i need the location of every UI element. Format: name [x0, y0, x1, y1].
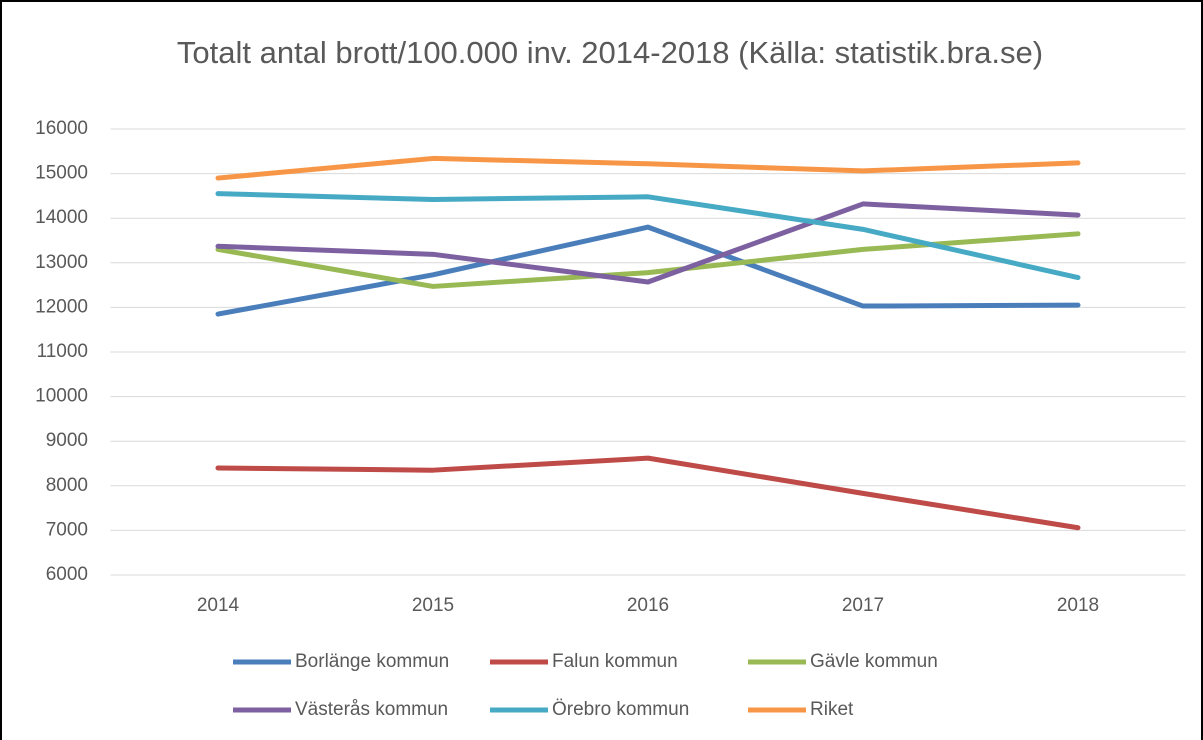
y-tick-label: 6000 — [46, 564, 88, 585]
legend-label: Riket — [810, 699, 854, 720]
y-tick-label: 7000 — [46, 519, 88, 540]
series-line — [215, 455, 1081, 531]
legend-label: Falun kommun — [552, 651, 678, 672]
y-tick-label: 11000 — [37, 341, 88, 362]
y-tick-label: 16000 — [35, 118, 88, 139]
legend-label: Borlänge kommun — [295, 651, 449, 672]
chart-title: Totalt antal brott/100.000 inv. 2014-201… — [177, 35, 1043, 70]
y-tick-label: 9000 — [46, 430, 88, 451]
y-tick-label: 14000 — [35, 207, 88, 228]
legend-label: Gävle kommun — [810, 651, 938, 672]
x-tick-label: 2014 — [197, 595, 240, 616]
y-tick-label: 8000 — [46, 475, 88, 496]
legend-label: Västerås kommun — [295, 699, 448, 720]
series-line — [215, 155, 1081, 181]
series-line — [215, 224, 1081, 317]
x-tick-label: 2018 — [1057, 595, 1099, 616]
y-tick-label: 12000 — [35, 296, 88, 317]
legend-label: Örebro kommun — [552, 699, 689, 720]
series-line — [215, 191, 1081, 281]
series-line — [215, 201, 1081, 285]
y-tick-label: 10000 — [35, 386, 88, 407]
y-tick-label: 13000 — [35, 252, 88, 273]
x-tick-label: 2016 — [627, 595, 669, 616]
y-tick-label: 15000 — [35, 163, 88, 184]
x-tick-label: 2017 — [842, 595, 884, 616]
x-tick-label: 2015 — [412, 595, 454, 616]
